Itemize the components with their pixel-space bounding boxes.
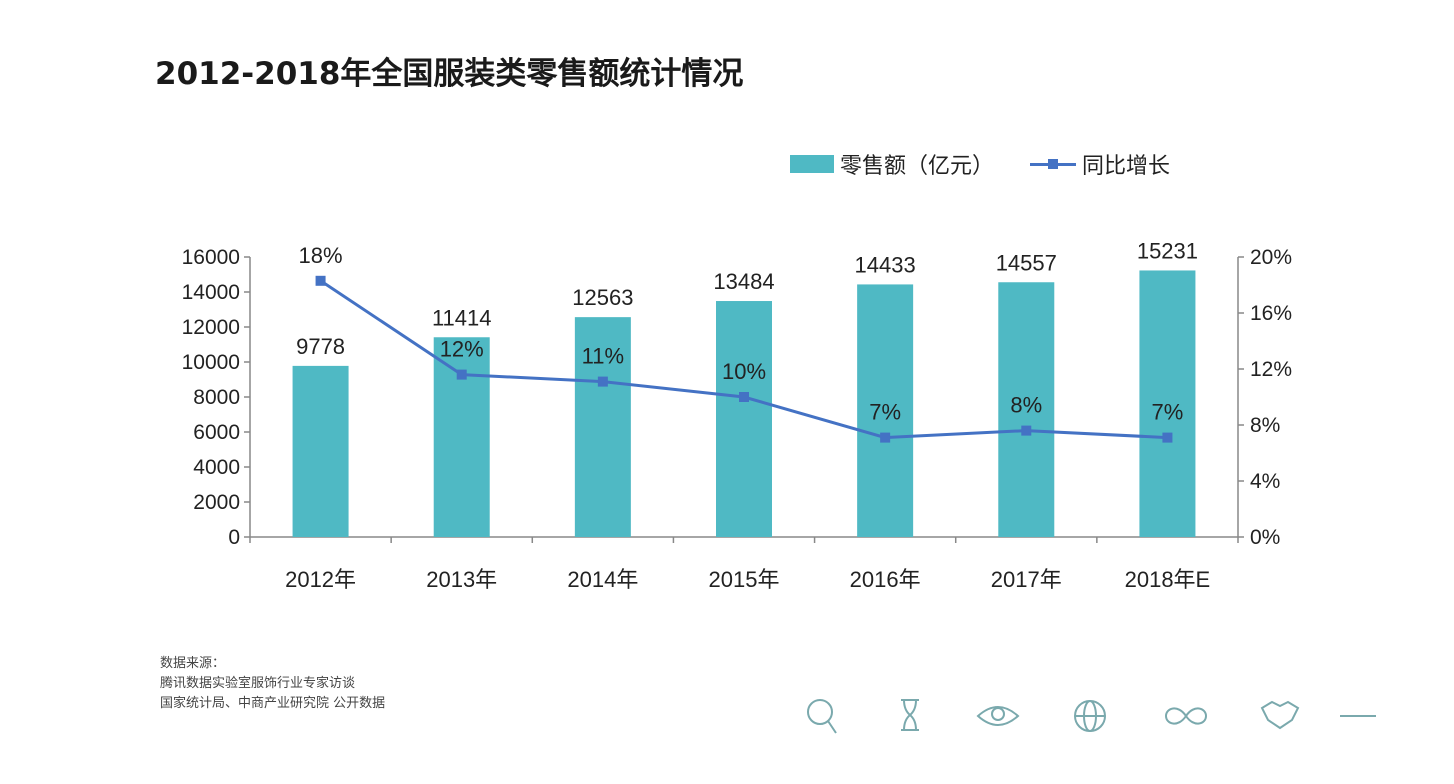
bar <box>857 284 914 537</box>
right-tick-label: 20% <box>1250 246 1292 269</box>
left-tick-label: 10000 <box>182 351 240 374</box>
left-tick-label: 0 <box>228 526 240 549</box>
x-tick-label: 2016年 <box>850 567 921 592</box>
right-tick-label: 12% <box>1250 358 1292 381</box>
left-tick-label: 14000 <box>182 281 240 304</box>
right-tick-label: 8% <box>1250 414 1280 437</box>
legend-bar-swatch <box>790 155 834 173</box>
x-tick-label: 2018年E <box>1125 567 1211 592</box>
growth-point <box>1021 425 1032 436</box>
x-tick-label: 2017年 <box>991 567 1062 592</box>
chart-title: 2012-2018年全国服装类零售额统计情况 <box>155 56 744 92</box>
right-tick-label: 16% <box>1250 302 1292 325</box>
left-tick-label: 2000 <box>193 491 240 514</box>
eye-icon <box>976 706 1020 726</box>
growth-point <box>597 376 608 387</box>
bar <box>716 301 772 537</box>
bar <box>1139 270 1196 537</box>
growth-label: 12% <box>440 337 484 362</box>
right-tick-label: 0% <box>1250 526 1280 549</box>
bar-value-label: 9778 <box>296 334 345 359</box>
left-tick-label: 8000 <box>193 386 240 409</box>
legend-line-swatch <box>1030 154 1077 174</box>
bar <box>574 317 631 537</box>
bar <box>292 365 349 537</box>
growth-point <box>880 432 891 443</box>
growth-point <box>739 392 749 402</box>
growth-label: 7% <box>1152 400 1184 425</box>
right-tick-label: 4% <box>1250 470 1280 493</box>
left-tick-label: 12000 <box>182 316 240 339</box>
legend: 零售额（亿元） 同比增长 <box>790 148 1170 180</box>
growth-point <box>1162 432 1173 443</box>
bar <box>998 282 1055 537</box>
growth-label: 8% <box>1010 393 1042 418</box>
growth-label: 10% <box>722 359 766 384</box>
infinity-icon <box>1164 707 1208 725</box>
bar-value-label: 14557 <box>996 250 1057 275</box>
x-tick-label: 2012年 <box>285 567 356 592</box>
left-tick-label: 4000 <box>193 456 240 479</box>
source-line: 国家统计局、中商产业研究院 公开数据 <box>160 696 386 711</box>
left-tick-label: 6000 <box>193 421 240 444</box>
x-tick-label: 2014年 <box>567 567 638 592</box>
hourglass-icon <box>901 699 919 731</box>
source-line: 腾讯数据实验室服饰行业专家访谈 <box>160 676 356 691</box>
legend-line-label: 同比增长 <box>1082 154 1171 179</box>
left-tick-label: 16000 <box>182 246 240 269</box>
bar-value-label: 11414 <box>432 305 492 330</box>
search-icon <box>807 699 837 734</box>
growth-point <box>456 369 467 380</box>
source-label: 数据来源： <box>160 656 226 671</box>
x-tick-label: 2015年 <box>709 567 780 592</box>
growth-label: 11% <box>582 344 624 369</box>
growth-label: 18% <box>299 243 343 268</box>
bar-value-label: 15231 <box>1137 238 1198 263</box>
growth-label: 7% <box>869 400 901 425</box>
legend-bar-label: 零售额（亿元） <box>840 154 995 179</box>
x-tick-label: 2013年 <box>426 567 497 592</box>
bar-value-label: 13484 <box>713 269 774 294</box>
bar-value-label: 14433 <box>855 252 916 277</box>
growth-point <box>315 275 326 286</box>
bar-value-label: 12563 <box>572 285 633 310</box>
handshake-icon <box>1260 700 1300 730</box>
source-note: 数据来源： 腾讯数据实验室服饰行业专家访谈 国家统计局、中商产业研究院 公开数据 <box>160 654 385 714</box>
globe-icon <box>1074 700 1106 732</box>
